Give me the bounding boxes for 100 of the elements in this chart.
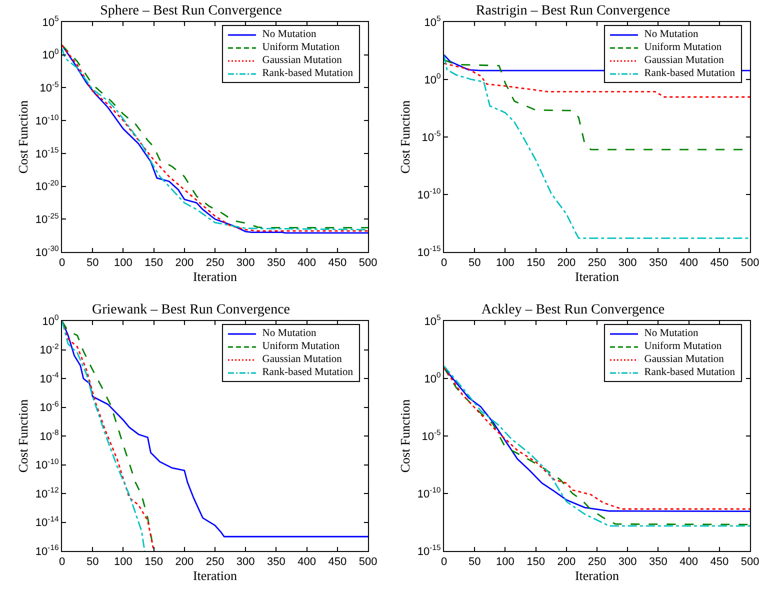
x-tick-label: 450 xyxy=(328,257,347,270)
legend-label: Rank-based Mutation xyxy=(262,366,353,379)
legend-label: Rank-based Mutation xyxy=(644,67,735,80)
y-tick-label: 10$^{-2}$ xyxy=(40,342,59,357)
x-tick-label: 500 xyxy=(358,257,378,270)
legend-label: Uniform Mutation xyxy=(644,340,722,353)
x-tick-label: 100 xyxy=(496,257,514,270)
legend-label: Gaussian Mutation xyxy=(262,54,342,67)
line-series xyxy=(444,54,750,239)
chart-title: Sphere – Best Run Convergence xyxy=(100,3,282,18)
y-tick-label: 10$^{-15}$ xyxy=(35,146,59,160)
legend-label: Uniform Mutation xyxy=(262,340,340,353)
legend-label: Gaussian Mutation xyxy=(644,54,724,67)
y-tick-label: 10$^{-15}$ xyxy=(417,244,441,259)
y-tick-label: 10$^{-5}$ xyxy=(422,129,441,144)
x-tick-label: 300 xyxy=(618,257,637,270)
y-tick-label: 10$^{5}$ xyxy=(42,14,59,29)
x-tick-label: 0 xyxy=(440,556,448,568)
y-tick-label: 10$^{0}$ xyxy=(42,313,59,328)
y-tick-label: 10$^{0}$ xyxy=(424,72,441,86)
legend-label: Uniform Mutation xyxy=(262,41,340,54)
y-tick-label: 10$^{-14}$ xyxy=(35,514,60,530)
y-tick-label: 10$^{-15}$ xyxy=(417,543,441,558)
x-axis-title: Iteration xyxy=(192,568,238,584)
x-tick-label: 250 xyxy=(206,257,224,270)
x-tick-label: 300 xyxy=(236,556,255,568)
y-tick-label: 10$^{-12}$ xyxy=(35,486,59,500)
y-tick-label: 10$^{0}$ xyxy=(42,47,59,62)
legend-label: No Mutation xyxy=(262,327,316,340)
x-tick-label: 400 xyxy=(298,556,316,568)
legend-label: Rank-based Mutation xyxy=(644,366,735,379)
y-tick-label: 10$^{-16}$ xyxy=(35,543,59,558)
x-axis-title: Iteration xyxy=(574,269,620,284)
y-tick-label: 10$^{-20}$ xyxy=(35,178,59,194)
x-tick-label: 50 xyxy=(86,257,99,270)
legend-label: No Mutation xyxy=(644,327,698,340)
x-tick-label: 250 xyxy=(206,556,224,568)
chart-title: Rastrigin – Best Run Convergence xyxy=(476,3,670,18)
x-tick-label: 200 xyxy=(557,556,576,568)
y-axis-title: Cost Function xyxy=(397,398,412,473)
y-tick-label: 10$^{-10}$ xyxy=(417,186,441,202)
x-tick-label: 100 xyxy=(114,556,132,568)
x-tick-label: 150 xyxy=(526,556,545,568)
x-tick-label: 400 xyxy=(680,556,698,568)
x-tick-label: 350 xyxy=(267,257,286,270)
x-tick-label: 300 xyxy=(236,257,255,270)
y-tick-label: 10$^{-6}$ xyxy=(40,399,59,414)
x-tick-label: 250 xyxy=(588,257,606,270)
x-tick-label: 350 xyxy=(649,556,668,568)
x-tick-label: 400 xyxy=(298,257,316,270)
x-tick-label: 150 xyxy=(526,257,545,270)
y-tick-label: 10$^{-30}$ xyxy=(35,244,59,259)
y-tick-label: 10$^{-10}$ xyxy=(35,112,59,128)
y-tick-label: 10$^{5}$ xyxy=(424,313,441,328)
x-tick-label: 500 xyxy=(740,257,760,270)
x-tick-label: 200 xyxy=(175,556,194,568)
y-tick-label: 10$^{-8}$ xyxy=(40,428,59,443)
y-tick-label: 10$^{0}$ xyxy=(424,370,441,386)
x-tick-label: 50 xyxy=(468,257,481,270)
x-tick-label: 50 xyxy=(86,556,99,568)
x-tick-label: 200 xyxy=(557,257,576,270)
y-axis-title: Cost Function xyxy=(15,398,30,473)
legend-label: Uniform Mutation xyxy=(644,41,722,54)
y-tick-label: 10$^{-5}$ xyxy=(422,428,441,443)
x-tick-label: 400 xyxy=(680,257,698,270)
x-tick-label: 250 xyxy=(588,556,606,568)
x-tick-label: 50 xyxy=(468,556,481,568)
y-tick-label: 10$^{-25}$ xyxy=(35,211,59,226)
x-axis-title: Iteration xyxy=(192,269,238,284)
y-tick-label: 10$^{-4}$ xyxy=(40,370,60,386)
x-tick-label: 450 xyxy=(710,257,729,270)
x-tick-label: 100 xyxy=(114,257,132,270)
line-series xyxy=(444,62,750,98)
legend-label: No Mutation xyxy=(644,28,698,41)
y-tick-label: 10$^{-10}$ xyxy=(417,486,441,500)
x-tick-label: 0 xyxy=(58,257,66,270)
y-tick-label: 10$^{-10}$ xyxy=(35,456,59,472)
legend-label: Rank-based Mutation xyxy=(262,67,353,80)
legend-label: Gaussian Mutation xyxy=(644,353,724,366)
x-tick-label: 500 xyxy=(740,556,760,568)
legend-label: Gaussian Mutation xyxy=(262,353,342,366)
x-tick-label: 0 xyxy=(58,556,66,568)
y-tick-label: 10$^{-5}$ xyxy=(40,80,59,95)
y-axis-title: Cost Function xyxy=(397,100,412,174)
x-tick-label: 450 xyxy=(710,556,729,568)
x-tick-label: 150 xyxy=(144,556,163,568)
x-tick-label: 100 xyxy=(496,556,514,568)
x-tick-label: 450 xyxy=(328,556,347,568)
x-axis-title: Iteration xyxy=(574,568,620,584)
x-tick-label: 500 xyxy=(358,556,378,568)
x-tick-label: 0 xyxy=(440,257,448,270)
x-tick-label: 350 xyxy=(267,556,286,568)
chart-title: Griewank – Best Run Convergence xyxy=(92,302,290,318)
y-axis-title: Cost Function xyxy=(15,100,30,174)
y-tick-label: 10$^{5}$ xyxy=(424,14,441,29)
x-tick-label: 300 xyxy=(618,556,637,568)
chart-title: Ackley – Best Run Convergence xyxy=(481,302,665,318)
x-tick-label: 350 xyxy=(649,257,668,270)
x-tick-label: 150 xyxy=(144,257,163,270)
x-tick-label: 200 xyxy=(175,257,194,270)
